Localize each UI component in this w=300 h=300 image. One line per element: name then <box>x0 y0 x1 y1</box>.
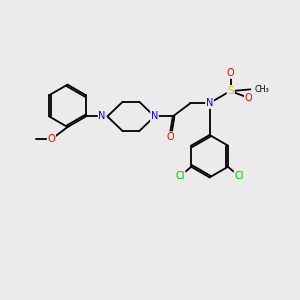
Text: O: O <box>47 134 55 144</box>
Text: Cl: Cl <box>234 171 244 181</box>
Text: N: N <box>98 111 106 122</box>
Text: S: S <box>227 86 234 96</box>
Text: Cl: Cl <box>175 171 185 181</box>
Text: O: O <box>227 68 235 78</box>
Text: O: O <box>244 93 252 103</box>
Text: N: N <box>151 111 158 122</box>
Text: O: O <box>166 132 174 142</box>
Text: N: N <box>206 98 213 108</box>
Text: CH₃: CH₃ <box>254 85 269 94</box>
